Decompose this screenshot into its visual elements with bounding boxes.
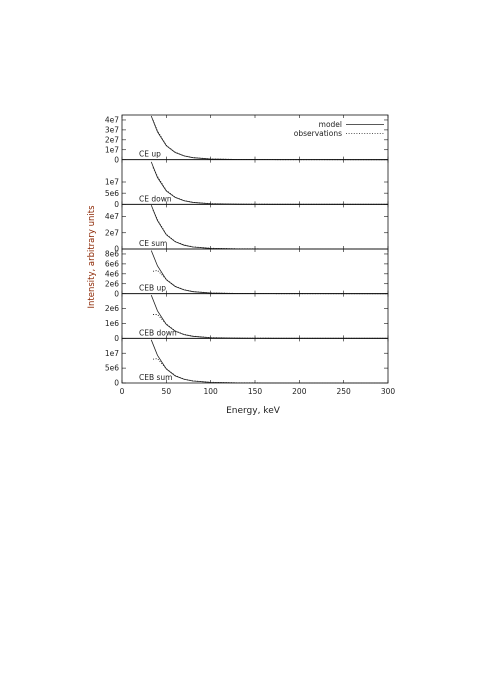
y-tick-label: 5e6: [105, 364, 119, 373]
x-axis-title: Energy, keV: [226, 406, 281, 416]
y-tick-label: 0: [114, 289, 119, 298]
panel-label: CE down: [139, 194, 172, 203]
y-tick-label: 4e6: [105, 269, 119, 278]
x-tick-label: 0: [120, 387, 125, 396]
y-axis-title: Intensity, arbitrary units: [87, 205, 97, 309]
y-tick-label: 3e7: [105, 125, 119, 134]
y-tick-label: 1e7: [105, 145, 119, 154]
x-tick-label: 150: [248, 387, 263, 396]
x-tick-label: 100: [204, 387, 219, 396]
x-tick-label: 250: [337, 387, 352, 396]
y-tick-label: 2e6: [105, 279, 119, 288]
panel-label: CE sum: [139, 239, 167, 248]
y-tick-label: 2e7: [105, 228, 119, 237]
y-tick-label: 4e7: [105, 212, 119, 221]
legend-label-model: model: [319, 120, 342, 129]
y-tick-label: 0: [114, 200, 119, 209]
series-observations-line: [152, 209, 389, 250]
y-tick-label: 1e6: [105, 319, 119, 328]
legend: model observations: [294, 120, 384, 138]
panel-label: CEB down: [139, 328, 177, 337]
y-tick-label: 0: [114, 334, 119, 343]
y-tick-label: 0: [114, 155, 119, 164]
x-axis: 0 50 100 150 200 250 300: [120, 387, 396, 396]
panel-label: CEB up: [139, 284, 166, 293]
y-tick-label: 4e7: [105, 116, 119, 125]
y-tick-label: 6e6: [105, 259, 119, 268]
y-tick-label: 0: [114, 245, 119, 254]
x-tick-label: 200: [292, 387, 307, 396]
panel-label: CEB sum: [139, 373, 172, 382]
y-tick-label: 0: [114, 379, 119, 388]
series-observations-line: [153, 314, 389, 339]
panel-ceb-sum: 0 5e6 1e7 CEB sum: [105, 337, 389, 388]
y-tick-label: 2e6: [105, 304, 119, 313]
x-tick-label: 50: [162, 387, 172, 396]
y-tick-label: 1e7: [105, 349, 119, 358]
y-tick-label: 2e7: [105, 135, 119, 144]
series-observations-line: [152, 358, 389, 384]
series-observations-line: [152, 269, 389, 295]
y-tick-label: 5e6: [105, 189, 119, 198]
x-tick-label: 300: [381, 387, 396, 396]
y-tick-label: 1e7: [105, 178, 119, 187]
y-tick-label: 8e6: [105, 250, 119, 259]
legend-label-observations: observations: [294, 129, 342, 138]
panel-label: CE up: [139, 150, 161, 159]
